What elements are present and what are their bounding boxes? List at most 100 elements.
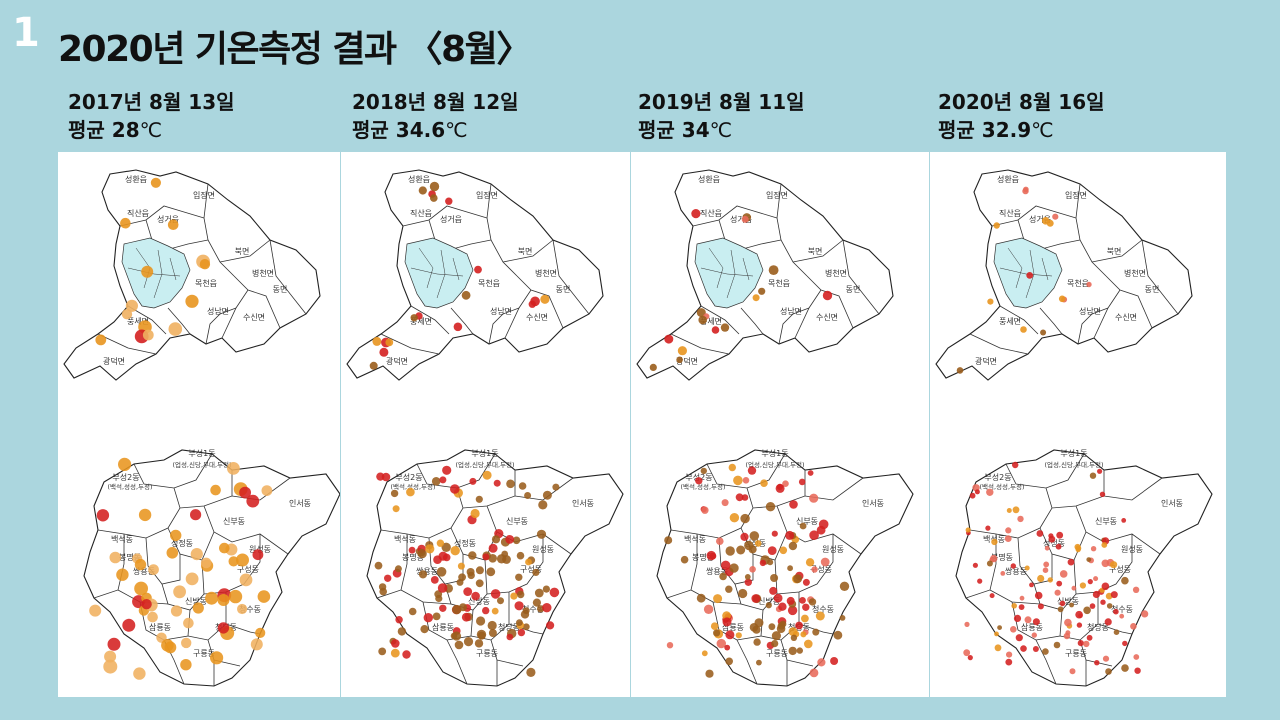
measurement-point [696,308,706,318]
measurement-point [809,493,819,503]
city-district-area [404,237,474,309]
avg-unit: ℃ [445,118,468,142]
measurement-point [1012,461,1019,469]
measurement-point [451,631,462,641]
measurement-point [800,631,807,638]
measurement-point [807,470,814,476]
district-label: 청수동 [522,605,544,614]
measurement-point [719,572,727,581]
measurement-point [516,551,525,560]
measurement-point [1059,600,1066,607]
district-label: (백석,성성,두정) [107,482,152,491]
measurement-point [729,513,740,523]
measurement-point [1122,640,1128,647]
county-label: 성환읍 [698,174,720,184]
county-label: 직산읍 [410,208,432,218]
measurement-point [967,655,973,661]
measurement-point [456,578,464,586]
measurement-point [430,576,439,584]
measurement-point [1057,606,1064,613]
measurement-point [410,314,418,322]
county-label: 성환읍 [997,174,1019,184]
measurement-point [439,604,447,612]
district-label: (백석,성성,두정) [979,482,1024,491]
measurement-point [1097,468,1103,474]
district-label: 청수동 [1111,605,1133,614]
measurement-point [374,561,383,570]
measurement-point [1037,603,1044,610]
measurement-point [1086,634,1093,641]
measurement-point [972,562,978,568]
measurement-point [963,649,971,657]
county-label: 광덕면 [386,356,408,366]
measurement-point [542,490,552,500]
measurement-point [515,573,523,581]
measurement-point [261,485,273,496]
district-label: 성정동 [1043,538,1065,548]
panel-avg: 평균 34.6℃ [352,116,519,144]
measurement-point [471,591,480,601]
measurement-point [1024,616,1032,624]
district-label: 부성1동 [471,449,498,458]
measurement-point [802,578,810,586]
measurement-point [1130,623,1137,630]
measurement-point [1032,618,1040,626]
measurement-point [741,494,749,501]
measurement-point [799,522,807,530]
measurement-point [703,604,714,614]
measurement-point [1042,648,1049,655]
measurement-point [666,642,674,649]
measurement-point [986,560,993,567]
measurement-point [425,544,435,554]
county-label: 성거읍 [440,215,462,224]
measurement-point [436,567,447,577]
measurement-point [505,535,515,544]
measurement-point [1018,604,1025,610]
measurement-point [758,287,766,295]
county-label: 동면 [846,284,861,294]
measurement-point [765,602,772,609]
county-label: 입장면 [1065,190,1087,200]
measurement-point [788,627,798,636]
measurement-point [767,559,774,566]
measurement-point [1046,219,1054,227]
district-label: 성정동 [171,538,193,548]
measurement-point [752,294,760,302]
district-label: 부성2동 [112,473,139,482]
measurement-point [369,361,378,370]
measurement-point [200,557,212,569]
measurement-point [1101,542,1108,548]
county-label: 성환읍 [408,174,430,184]
measurement-point [1134,667,1141,674]
measurement-point [181,637,192,649]
county-label: 북면 [808,246,823,256]
measurement-point [729,563,739,573]
panel-date: 2018년 8월 12일 [352,90,519,114]
measurement-point [664,536,673,545]
measurement-point [1099,491,1106,497]
measurement-point [994,631,999,637]
measurement-point [722,617,732,627]
measurement-point [1040,329,1047,336]
measurement-point [496,554,507,564]
measurement-point [250,638,263,651]
measurement-point [1089,472,1097,479]
county-label: 성거읍 [1029,215,1051,224]
measurement-point [811,566,818,573]
district-label: 인서동 [862,498,884,508]
measurement-point [720,323,730,332]
measurement-point [418,570,428,579]
measurement-point [463,637,474,647]
measurement-point [997,625,1002,630]
measurement-point [1110,561,1118,569]
measurement-point [490,589,501,599]
measurement-point [488,543,498,553]
measurement-point [801,614,809,623]
avg-unit: ℃ [139,118,163,142]
measurement-point [439,476,447,484]
measurement-point [1044,545,1050,551]
measurement-point [771,530,778,537]
